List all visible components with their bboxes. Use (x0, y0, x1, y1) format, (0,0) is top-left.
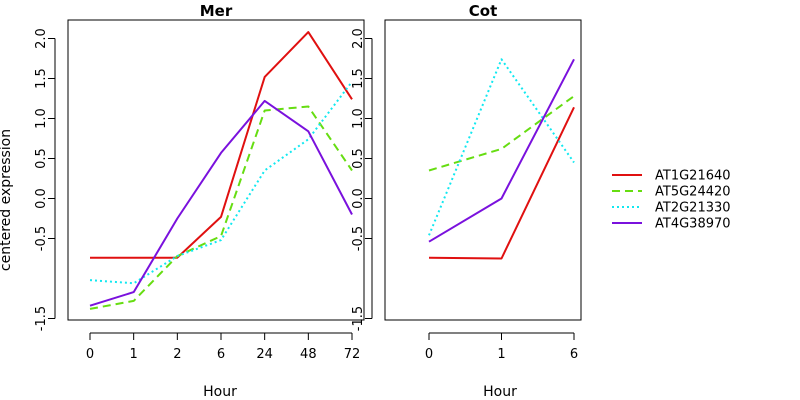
series-line-at4g38970 (89, 99, 353, 307)
y-tick-label: 0.5 (34, 148, 49, 169)
legend-item: AT4G38970 (612, 217, 731, 232)
plot-frame (384, 19, 582, 321)
panel-title: Cot (469, 2, 497, 20)
x-tick-label: 24 (256, 347, 273, 362)
x-tick-label: 6 (570, 347, 578, 362)
x-tick-label: 0 (86, 347, 94, 362)
legend-item: AT5G24420 (612, 185, 731, 200)
x-tick-label: 48 (300, 347, 317, 362)
series-line-at5g24420 (89, 105, 353, 310)
series-line-at1g21640 (428, 106, 575, 260)
y-tick-label: -0.5 (351, 226, 366, 251)
y-tick-label: -1.5 (34, 306, 49, 331)
y-tick-label: 1.0 (351, 108, 366, 129)
y-tick-label: 2.0 (34, 28, 49, 49)
series-line-at2g21330 (428, 58, 575, 236)
series-line-at2g21330 (89, 81, 353, 285)
x-axis-title: Hour (203, 384, 237, 400)
legend-item: AT2G21330 (612, 201, 731, 216)
y-tick-label: 1.5 (351, 68, 366, 89)
panel-title: Mer (200, 2, 233, 20)
series-line-at1g21640 (90, 31, 353, 259)
y-tick-label: 0.5 (351, 148, 366, 169)
x-tick-label: 2 (173, 347, 181, 362)
legend-label: AT4G38970 (655, 217, 731, 232)
legend-label: AT5G24420 (655, 185, 731, 200)
y-tick-label: -1.5 (351, 306, 366, 331)
legend-label: AT2G21330 (655, 201, 731, 216)
x-tick-label: 72 (344, 347, 361, 362)
panel-mer: Mer 0 1 2 6 24 48 72 Hour -1.5 -0.5 0.0 0.5 1.0 1.5 2.0 (34, 2, 365, 400)
series-line-at5g24420 (428, 95, 575, 172)
x-tick-label: 1 (130, 347, 138, 362)
x-tick-label: 1 (497, 347, 505, 362)
legend-item: AT1G21640 (612, 169, 731, 184)
series-line-at4g38970 (428, 58, 575, 243)
y-axis-title: centered expression (0, 129, 14, 271)
y-tick-label: 1.0 (34, 108, 49, 129)
y-tick-label: 0.0 (34, 188, 49, 209)
y-tick-label: 0.0 (351, 188, 366, 209)
x-tick-label: 6 (217, 347, 225, 362)
x-axis-title: Hour (483, 384, 517, 400)
y-tick-label: 1.5 (34, 68, 49, 89)
y-tick-label: 2.0 (351, 28, 366, 49)
y-tick-label: -0.5 (34, 226, 49, 251)
legend-label: AT1G21640 (655, 169, 731, 184)
plot-frame (67, 19, 365, 321)
chart-panels: Mer 0 1 2 6 24 48 72 Hour -1.5 -0.5 0.0 0.5 1.0 1.5 2.0… (34, 2, 582, 400)
panel-cot: Cot 0 1 6 Hour -1.5 -0.5 0.0 0.5 1.0 1.5 2.0 (351, 2, 582, 400)
x-tick-label: 0 (425, 347, 433, 362)
